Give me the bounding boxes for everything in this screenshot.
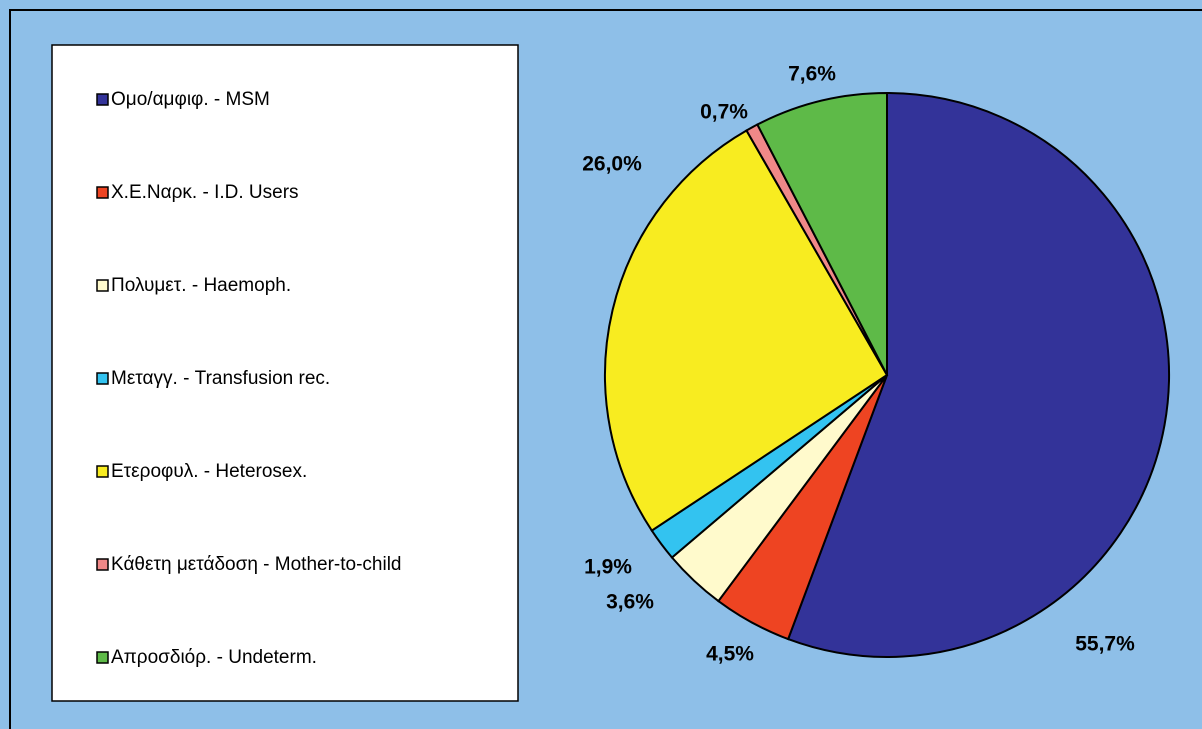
- legend-box: [51, 44, 519, 702]
- legend-marker: [96, 186, 109, 199]
- data-label: 26,0%: [582, 153, 642, 176]
- legend-label: Μεταγγ. - Transfusion rec.: [111, 368, 330, 389]
- legend-label: Ετεροφυλ. - Heterosex.: [111, 461, 307, 482]
- data-label: 3,6%: [606, 591, 654, 614]
- legend-marker: [96, 651, 109, 664]
- legend-marker: [96, 372, 109, 385]
- pie-slice: [786, 91, 1170, 658]
- data-label: 0,7%: [700, 101, 748, 124]
- legend-marker: [96, 93, 109, 106]
- data-label: 1,9%: [584, 556, 632, 579]
- legend-label: Πολυμετ. - Haemoph.: [111, 275, 291, 296]
- data-label: 7,6%: [788, 63, 836, 86]
- legend-label: Απροσδιόρ. - Undeterm.: [111, 647, 317, 668]
- pie-slice: [756, 91, 888, 376]
- legend-marker: [96, 279, 109, 292]
- pie-slice: [604, 129, 889, 532]
- data-label: 55,7%: [1075, 633, 1135, 656]
- legend-marker: [96, 465, 109, 478]
- legend-label: Χ.Ε.Ναρκ. - I.D. Users: [111, 182, 299, 203]
- data-label: 4,5%: [706, 643, 754, 666]
- legend-marker: [96, 558, 109, 571]
- legend-label: Κάθετη μετάδοση - Mother-to-child: [111, 554, 401, 575]
- legend-label: Ομο/αμφιφ. - MSM: [111, 89, 270, 110]
